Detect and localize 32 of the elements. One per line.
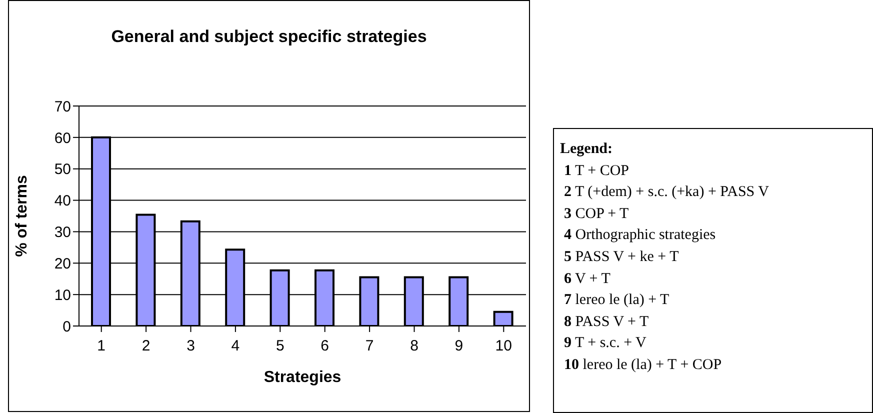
- text: 3 COP + T: [563, 204, 630, 224]
- y-tick-label: 20: [54, 255, 71, 272]
- y-tick-label: 10: [54, 286, 71, 304]
- x-tick-label: 1: [97, 338, 106, 355]
- y-axis-title: % of terms: [14, 175, 31, 257]
- y-tick-label: 40: [54, 192, 71, 210]
- x-tick-label: 10: [495, 338, 512, 355]
- y-tick-label: 60: [54, 130, 71, 147]
- x-tick-label: 4: [231, 338, 240, 355]
- text: 6 V + T: [563, 270, 612, 289]
- x-tick-label: 3: [186, 338, 195, 355]
- x-tick-label: 8: [410, 338, 418, 355]
- text: Legend:: [560, 140, 614, 159]
- text: 10 lereo le (la) + T + COP: [563, 356, 723, 375]
- x-tick-label: 2: [142, 338, 150, 355]
- x-axis-title: Strategies: [264, 369, 342, 386]
- text: 7 lereo le (la) + T: [563, 291, 670, 310]
- x-tick-label: 9: [454, 338, 464, 355]
- text: 2 T (+dem) + s.c. (+ka) + PASS V: [563, 183, 770, 202]
- text: 1 T + COP: [563, 162, 630, 181]
- x-tick-label: 5: [276, 338, 284, 355]
- text: 5 PASS V + ke + T: [563, 248, 680, 267]
- text: 9 T + s.c. + V: [563, 334, 648, 354]
- text: 4 Orthographic strategies: [563, 226, 717, 246]
- x-tick-label: 7: [365, 338, 374, 355]
- text: 8 PASS V + T: [563, 312, 650, 332]
- y-tick-label: 30: [54, 224, 71, 242]
- y-tick-label: 50: [54, 161, 71, 178]
- y-tick-label: 0: [62, 318, 71, 336]
- chart-title: General and subject specific strategies: [110, 27, 428, 47]
- y-tick-label: 70: [54, 98, 71, 116]
- x-tick-label: 6: [320, 338, 330, 355]
